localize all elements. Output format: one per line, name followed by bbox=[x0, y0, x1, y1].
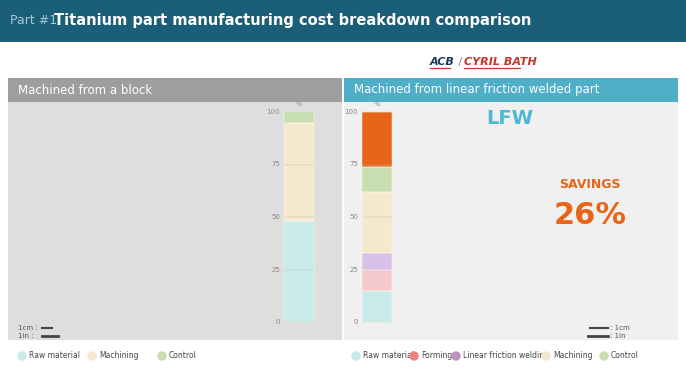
Text: Machining: Machining bbox=[99, 352, 139, 361]
Text: 25: 25 bbox=[271, 266, 280, 273]
Text: : 1cm: : 1cm bbox=[610, 325, 630, 331]
Text: 1cm :: 1cm : bbox=[18, 325, 38, 331]
Text: %: % bbox=[296, 101, 303, 107]
Text: Machining: Machining bbox=[553, 352, 593, 361]
Bar bbox=[344, 78, 678, 340]
Text: CYRIL BATH: CYRIL BATH bbox=[464, 57, 536, 67]
Text: Linear friction welding: Linear friction welding bbox=[463, 352, 549, 361]
Bar bbox=[362, 112, 392, 167]
Text: 100: 100 bbox=[266, 109, 280, 115]
Text: Raw material: Raw material bbox=[363, 352, 414, 361]
Bar bbox=[8, 78, 342, 102]
Circle shape bbox=[88, 352, 96, 360]
Text: Titanium part manufacturing cost breakdown comparison: Titanium part manufacturing cost breakdo… bbox=[54, 14, 532, 29]
Text: 0: 0 bbox=[276, 319, 280, 325]
Bar bbox=[0, 0, 686, 42]
Bar bbox=[362, 192, 392, 253]
Text: Machined from a block: Machined from a block bbox=[18, 83, 152, 96]
Text: Forming: Forming bbox=[421, 352, 452, 361]
Circle shape bbox=[18, 352, 26, 360]
Bar bbox=[284, 221, 314, 322]
Bar bbox=[362, 291, 392, 322]
Bar bbox=[0, 42, 686, 386]
Bar bbox=[284, 112, 314, 122]
Bar bbox=[362, 253, 392, 269]
Text: LFW: LFW bbox=[486, 108, 534, 127]
Bar bbox=[362, 269, 392, 291]
Text: Control: Control bbox=[611, 352, 639, 361]
Circle shape bbox=[158, 352, 166, 360]
Text: 26%: 26% bbox=[554, 200, 626, 230]
Bar bbox=[8, 78, 342, 340]
Bar bbox=[362, 269, 392, 291]
Circle shape bbox=[352, 352, 360, 360]
Text: : 1in: : 1in bbox=[610, 333, 626, 339]
Text: /: / bbox=[455, 57, 466, 67]
Bar bbox=[362, 112, 392, 167]
Bar bbox=[362, 291, 392, 322]
Text: 0: 0 bbox=[353, 319, 358, 325]
Text: 75: 75 bbox=[271, 161, 280, 168]
Bar bbox=[284, 122, 314, 221]
Circle shape bbox=[600, 352, 608, 360]
Bar bbox=[284, 122, 314, 221]
Bar bbox=[284, 221, 314, 322]
Text: Control: Control bbox=[169, 352, 197, 361]
Bar bbox=[362, 167, 392, 192]
Text: 75: 75 bbox=[349, 161, 358, 168]
Circle shape bbox=[542, 352, 550, 360]
Text: ACB: ACB bbox=[430, 57, 455, 67]
Circle shape bbox=[410, 352, 418, 360]
Text: Raw material: Raw material bbox=[29, 352, 80, 361]
Text: 25: 25 bbox=[349, 266, 358, 273]
Text: 50: 50 bbox=[349, 214, 358, 220]
Bar bbox=[362, 167, 392, 192]
Text: %: % bbox=[374, 101, 380, 107]
Circle shape bbox=[452, 352, 460, 360]
Text: 50: 50 bbox=[271, 214, 280, 220]
Text: Machined from linear friction welded part: Machined from linear friction welded par… bbox=[354, 83, 600, 96]
Bar bbox=[362, 192, 392, 253]
Bar bbox=[284, 112, 314, 122]
Text: 1in :: 1in : bbox=[18, 333, 34, 339]
Text: SAVINGS: SAVINGS bbox=[559, 178, 621, 191]
Bar bbox=[344, 78, 678, 102]
Text: Part #1: Part #1 bbox=[10, 15, 57, 27]
Bar bbox=[362, 253, 392, 269]
Text: 100: 100 bbox=[344, 109, 358, 115]
